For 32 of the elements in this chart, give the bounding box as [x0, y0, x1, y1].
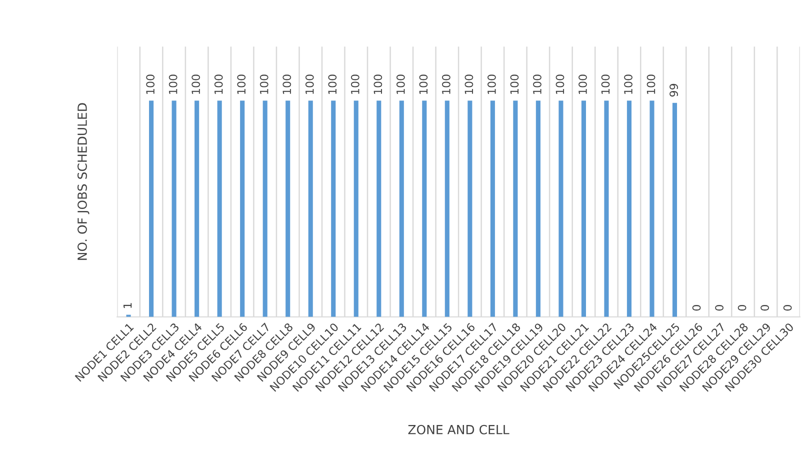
- data-label: 0: [715, 304, 724, 311]
- data-label: 100: [237, 74, 246, 94]
- data-label: 0: [760, 304, 770, 311]
- data-label: 100: [487, 74, 496, 94]
- data-label: 0: [692, 304, 701, 311]
- data-label: 100: [168, 74, 178, 94]
- data-label: 100: [146, 74, 155, 94]
- data-label: 100: [533, 74, 542, 94]
- data-label: 100: [396, 74, 405, 94]
- data-label: 100: [328, 74, 337, 94]
- data-label: 100: [192, 74, 200, 94]
- data-label: 0: [738, 304, 746, 311]
- data-label: 100: [282, 74, 292, 94]
- data-label: 100: [442, 74, 450, 94]
- data-label: 100: [510, 74, 519, 94]
- y-axis-title: NO. OF JOBS SCHEDULED: [78, 103, 90, 260]
- data-label: 1: [124, 303, 132, 308]
- data-label: 100: [305, 74, 314, 94]
- data-label: 100: [624, 74, 632, 94]
- data-label: 100: [464, 74, 474, 94]
- data-label: 0: [783, 304, 792, 311]
- data-label: 100: [646, 74, 656, 94]
- data-label: 100: [556, 74, 564, 94]
- data-label: 100: [350, 74, 360, 94]
- data-label: 100: [260, 74, 268, 94]
- data-label: 100: [578, 74, 587, 94]
- x-axis-title: ZONE AND CELL: [408, 424, 510, 434]
- data-label: 100: [601, 74, 610, 94]
- data-label: 100: [374, 74, 382, 94]
- data-label: 100: [214, 74, 223, 94]
- data-label: 100: [419, 74, 428, 94]
- data-label: 99: [670, 84, 678, 97]
